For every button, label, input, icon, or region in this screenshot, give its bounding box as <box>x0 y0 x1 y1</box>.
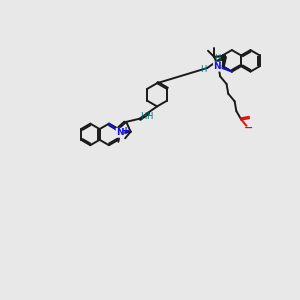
Text: −: − <box>244 123 253 133</box>
Text: H: H <box>200 65 206 74</box>
Text: H: H <box>146 112 153 121</box>
Text: N: N <box>214 62 221 71</box>
Text: H: H <box>140 112 146 121</box>
Text: H: H <box>214 54 220 63</box>
Text: N: N <box>116 128 124 137</box>
Text: +: + <box>122 125 130 136</box>
